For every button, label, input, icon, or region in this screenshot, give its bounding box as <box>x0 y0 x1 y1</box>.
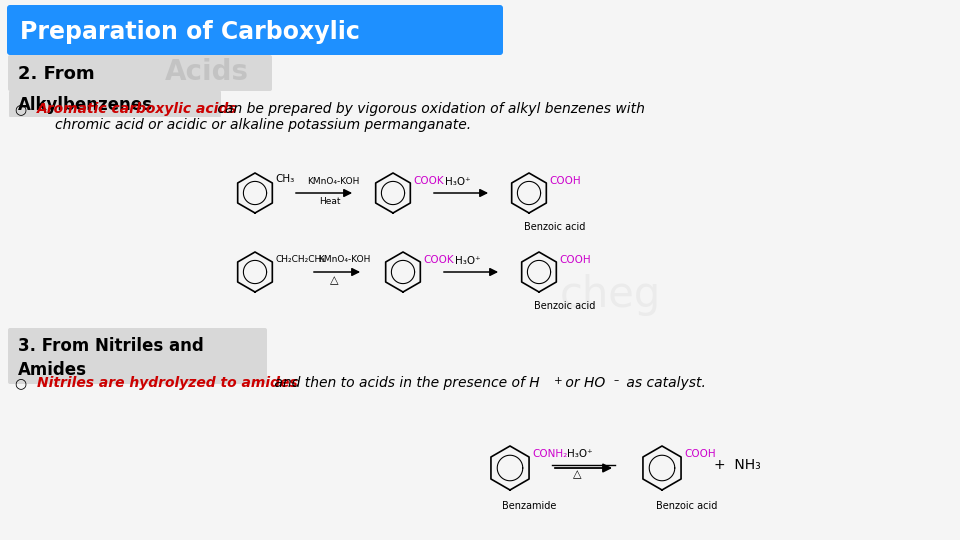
Text: Benzoic acid: Benzoic acid <box>656 501 717 511</box>
Text: ○: ○ <box>15 376 32 390</box>
FancyBboxPatch shape <box>8 55 272 91</box>
Text: △: △ <box>573 469 582 479</box>
Text: Heat: Heat <box>319 197 341 206</box>
FancyBboxPatch shape <box>8 328 267 384</box>
Text: ○: ○ <box>15 102 32 116</box>
Text: KMnO₄-KOH: KMnO₄-KOH <box>307 177 359 186</box>
Text: Aromatic carboxylic acids: Aromatic carboxylic acids <box>37 102 237 116</box>
Text: Preparation of Carboxylic: Preparation of Carboxylic <box>20 20 360 44</box>
Text: as catalyst.: as catalyst. <box>622 376 706 390</box>
Text: chromic acid or acidic or alkaline potassium permanganate.: chromic acid or acidic or alkaline potas… <box>55 118 471 132</box>
Text: COOH: COOH <box>684 449 715 459</box>
Text: +  NH₃: + NH₃ <box>714 458 760 472</box>
Text: can be prepared by vigorous oxidation of alkyl benzenes with: can be prepared by vigorous oxidation of… <box>213 102 645 116</box>
Text: –: – <box>614 375 619 385</box>
Text: or HO: or HO <box>561 376 605 390</box>
Text: Alkylbenzenes: Alkylbenzenes <box>18 96 153 114</box>
Text: H₃O⁺: H₃O⁺ <box>455 256 481 266</box>
Text: KMnO₄-KOH: KMnO₄-KOH <box>318 255 371 265</box>
Text: CH₂CH₂CH₃: CH₂CH₂CH₃ <box>275 255 324 265</box>
Text: COOH: COOH <box>549 176 581 186</box>
Text: COOK: COOK <box>413 176 444 186</box>
FancyBboxPatch shape <box>7 5 503 55</box>
Text: Benzoic acid: Benzoic acid <box>524 222 586 232</box>
Text: Benzamide: Benzamide <box>502 501 557 511</box>
Text: CONH₂: CONH₂ <box>532 449 567 459</box>
Text: Benzoic acid: Benzoic acid <box>534 301 595 311</box>
Text: COOH: COOH <box>559 255 590 265</box>
Text: Acids: Acids <box>165 58 249 86</box>
Text: CH₃: CH₃ <box>275 174 295 184</box>
Text: cheg: cheg <box>560 274 661 316</box>
Text: Nitriles are hydrolyzed to amides: Nitriles are hydrolyzed to amides <box>37 376 298 390</box>
Text: 2. From: 2. From <box>18 65 95 83</box>
FancyBboxPatch shape <box>9 91 221 117</box>
Text: H₃O⁺: H₃O⁺ <box>445 177 470 187</box>
Text: H₃O⁺: H₃O⁺ <box>567 449 592 459</box>
Text: and then to acids in the presence of H: and then to acids in the presence of H <box>270 376 540 390</box>
Text: Amides: Amides <box>18 361 87 379</box>
Text: 3. From Nitriles and: 3. From Nitriles and <box>18 337 204 355</box>
Text: +: + <box>554 376 563 386</box>
Text: COOK: COOK <box>423 255 454 265</box>
Text: △: △ <box>330 275 339 285</box>
